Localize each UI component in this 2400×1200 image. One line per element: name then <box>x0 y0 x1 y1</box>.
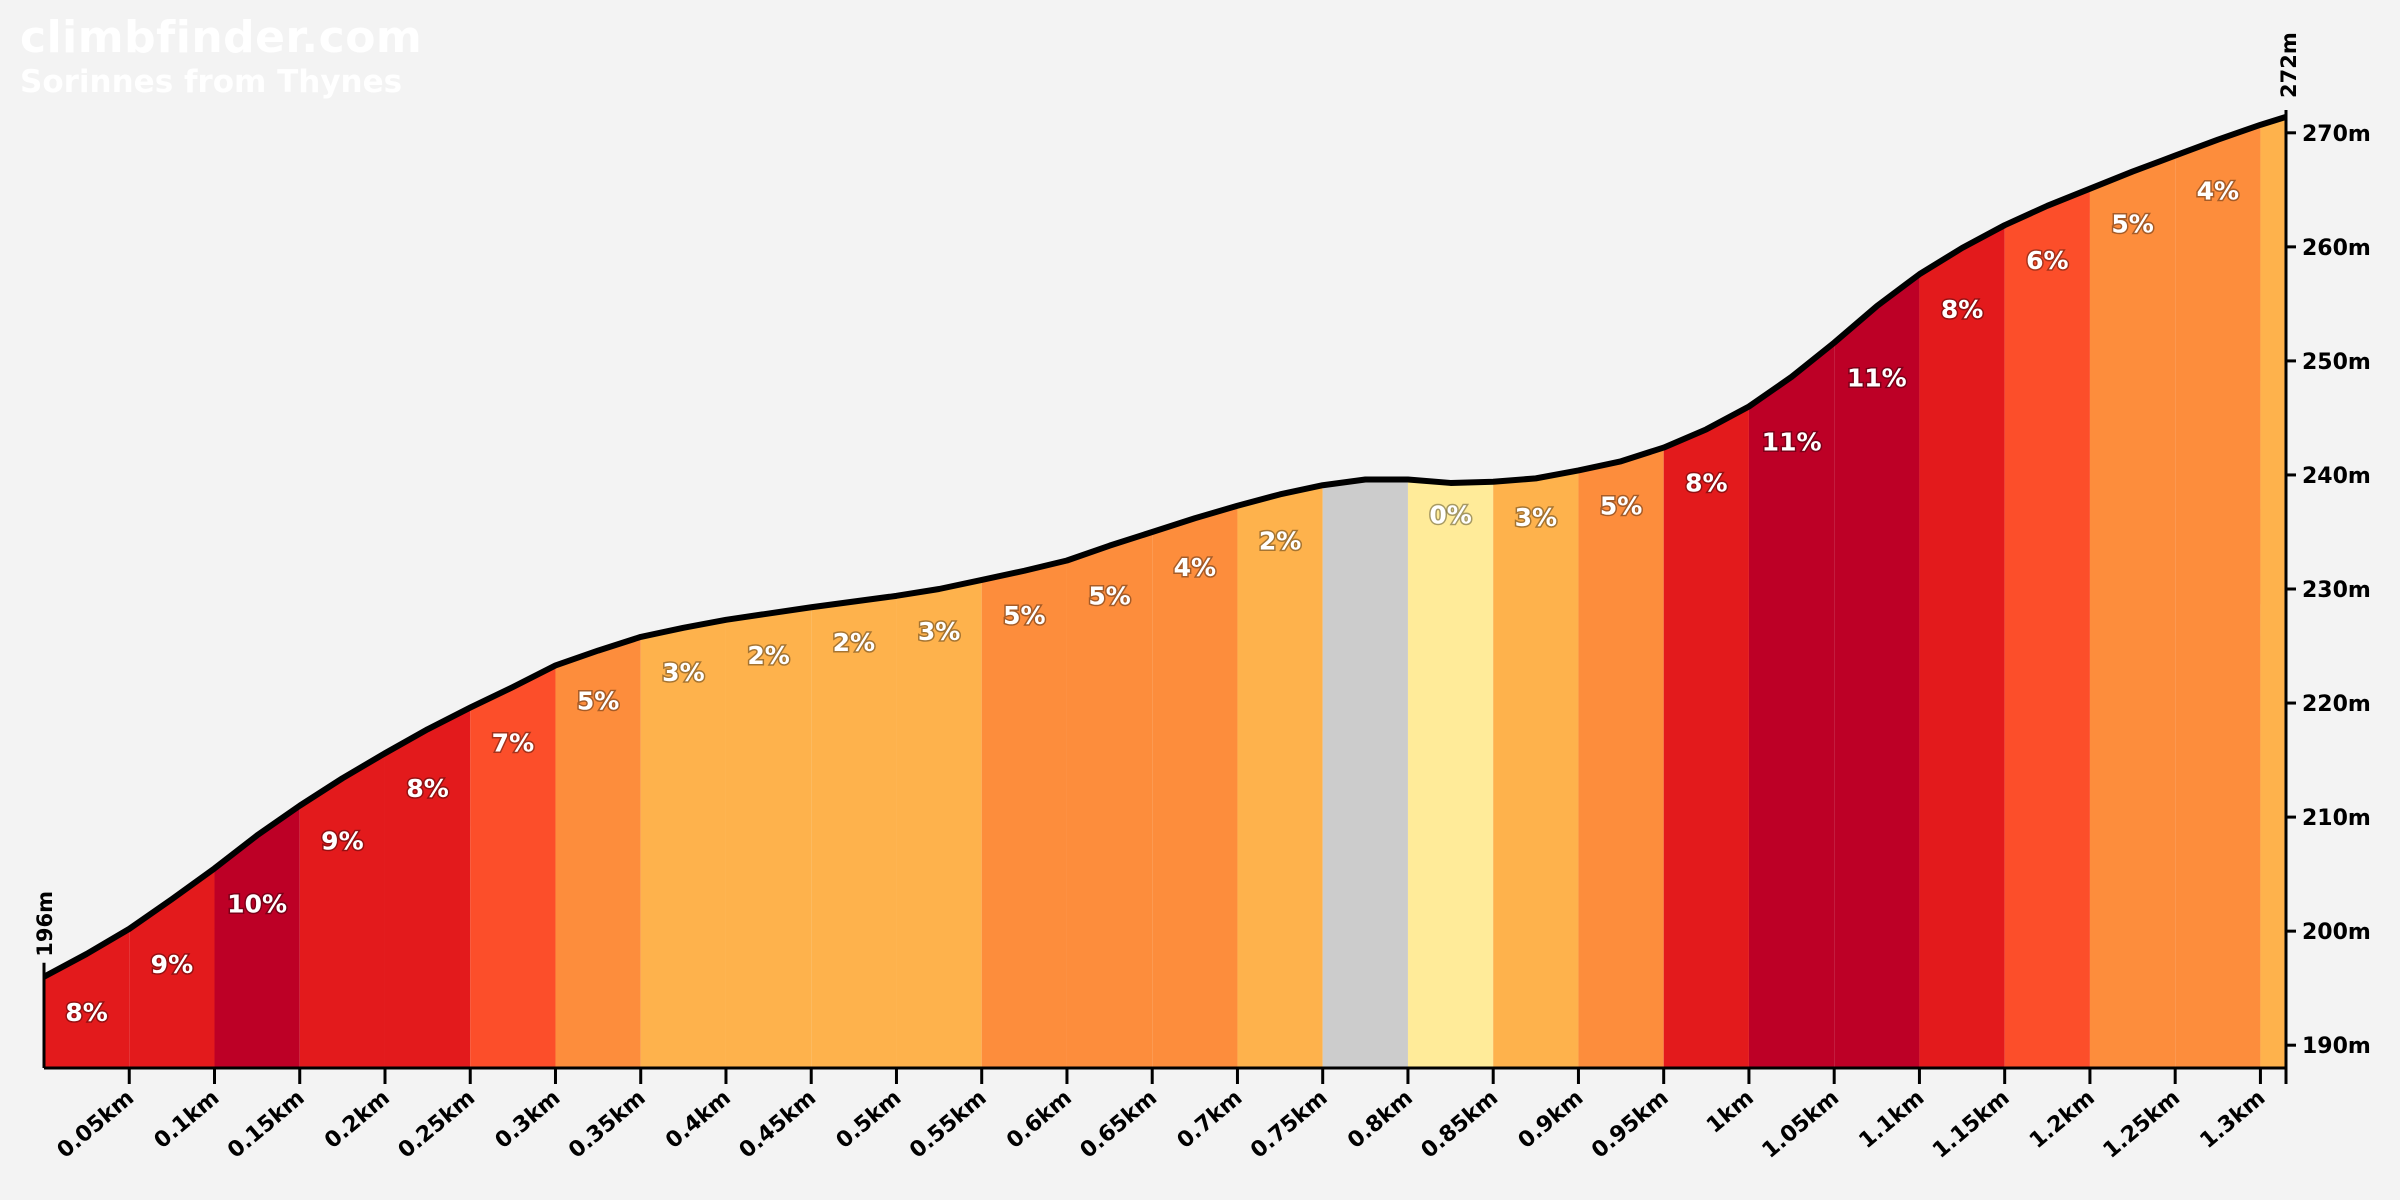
grade-segment <box>1834 274 1920 1069</box>
grade-label: 10% <box>227 889 287 918</box>
grade-segment <box>1066 531 1153 1068</box>
grade-label: 8% <box>406 774 448 803</box>
grade-label: 2% <box>833 628 875 657</box>
grade-segment <box>811 595 897 1068</box>
grade-label: 5% <box>1003 601 1045 630</box>
grade-segment <box>1237 485 1323 1069</box>
grade-label: 8% <box>1685 469 1727 498</box>
x-tick-label: 0.45km <box>735 1085 821 1163</box>
grade-label: 2% <box>747 641 789 670</box>
x-tick-label: 0.2km <box>320 1085 395 1153</box>
grade-segment <box>384 707 471 1068</box>
x-tick-label: 0.55km <box>905 1085 991 1163</box>
y-tick-label: 220m <box>2302 692 2371 717</box>
grade-segment <box>896 579 982 1068</box>
grade-label: 11% <box>1762 428 1822 457</box>
x-tick-label: 1.2km <box>2025 1085 2100 1153</box>
x-tick-label: 0.6km <box>1002 1085 1077 1153</box>
y-tick-label: 270m <box>2302 122 2371 147</box>
grade-label: 7% <box>492 729 534 758</box>
x-tick-label: 1.1km <box>1855 1085 1930 1153</box>
x-tick-label: 0.85km <box>1417 1085 1503 1163</box>
x-tick-label: 0.25km <box>394 1085 480 1163</box>
x-tick-label: 0.9km <box>1514 1085 1589 1153</box>
grade-label: 4% <box>2197 177 2239 206</box>
grade-segment <box>470 665 556 1068</box>
grade-label: 5% <box>1088 582 1130 611</box>
x-tick-label: 1.3km <box>2196 1085 2271 1153</box>
x-tick-label: 0.95km <box>1587 1085 1673 1163</box>
grade-segment <box>1919 225 2005 1068</box>
y-tick-label: 240m <box>2302 464 2371 489</box>
grade-labels: 8% 9% 10% 9% 8% 7% 5% 3% 2% 2% 3% 5% 5% 4% 2% 0% 3% 5% 8% 1… <box>64 175 2241 1028</box>
grade-label: 8% <box>1941 295 1983 324</box>
y-tick-label: 210m <box>2302 806 2371 831</box>
grade-label: 9% <box>151 950 193 979</box>
start-elevation-label: 196m <box>33 891 57 957</box>
x-tick-label: 0.3km <box>491 1085 566 1153</box>
grade-segment <box>2175 124 2261 1068</box>
grade-label: 2% <box>1259 527 1301 556</box>
grade-segment <box>1663 406 1749 1068</box>
x-tick-label: 0.35km <box>564 1085 650 1163</box>
grade-segment <box>1152 505 1238 1068</box>
grade-label: 6% <box>2026 246 2068 275</box>
x-tick-label: 0.8km <box>1343 1085 1418 1153</box>
grade-segment <box>1407 479 1494 1068</box>
x-tick-label: 0.1km <box>150 1085 225 1153</box>
x-tick-label: 0.5km <box>832 1085 907 1153</box>
grade-label: 3% <box>662 658 704 687</box>
grade-segments <box>44 116 2286 1069</box>
grade-segment <box>725 607 812 1068</box>
end-elevation-label: 272m <box>2277 32 2301 98</box>
climb-name: Sorinnes from Thynes <box>20 64 403 100</box>
grade-segment <box>1748 342 1835 1068</box>
grade-segment <box>2004 188 2090 1068</box>
grade-segment <box>1578 447 1664 1069</box>
x-tick-label: 0.75km <box>1246 1085 1332 1163</box>
x-tick-label: 0.65km <box>1076 1085 1162 1163</box>
y-tick-label: 250m <box>2302 350 2371 375</box>
x-tick-label: 0.15km <box>223 1085 309 1163</box>
grade-segment <box>1322 479 1408 1068</box>
x-tick-label: 1km <box>1702 1085 1759 1138</box>
y-tick-label: 260m <box>2302 236 2371 261</box>
grade-segment <box>2260 116 2286 1069</box>
x-tick-label: 0.05km <box>53 1085 139 1163</box>
x-tick-label: 0.4km <box>661 1085 736 1153</box>
grade-segment <box>640 619 726 1068</box>
grade-segment <box>555 636 641 1068</box>
profile-line <box>42 113 2287 980</box>
grade-label: 4% <box>1174 553 1216 582</box>
grade-segment <box>44 928 130 1068</box>
grade-label: 3% <box>1515 503 1557 532</box>
y-tick-label: 230m <box>2302 578 2371 603</box>
grade-segment <box>2089 155 2176 1068</box>
grade-label: 8% <box>65 998 107 1027</box>
x-tick-label: 1.25km <box>2099 1085 2185 1163</box>
grade-label: 0% <box>1429 501 1471 530</box>
grade-label: 5% <box>577 686 619 715</box>
grade-segment <box>1493 470 1579 1068</box>
x-tick-label: 1.15km <box>1928 1085 2014 1163</box>
grade-segment <box>981 560 1067 1068</box>
y-tick-label: 190m <box>2302 1034 2371 1059</box>
grade-label: 5% <box>2111 210 2153 239</box>
y-tick-label: 200m <box>2302 920 2371 945</box>
x-tick-label: 1.05km <box>1758 1085 1844 1163</box>
brand-header: climbfinder.com Sorinnes from Thynes <box>20 12 423 101</box>
grade-segment <box>129 868 215 1068</box>
grade-label: 3% <box>918 617 960 646</box>
site-name: climbfinder.com <box>20 12 423 63</box>
x-tick-label: 0.7km <box>1173 1085 1248 1153</box>
grade-segment <box>214 805 300 1068</box>
grade-label: 5% <box>1600 491 1642 520</box>
grade-label: 11% <box>1847 364 1907 393</box>
grade-label: 9% <box>321 827 363 856</box>
grade-segment <box>299 753 385 1068</box>
